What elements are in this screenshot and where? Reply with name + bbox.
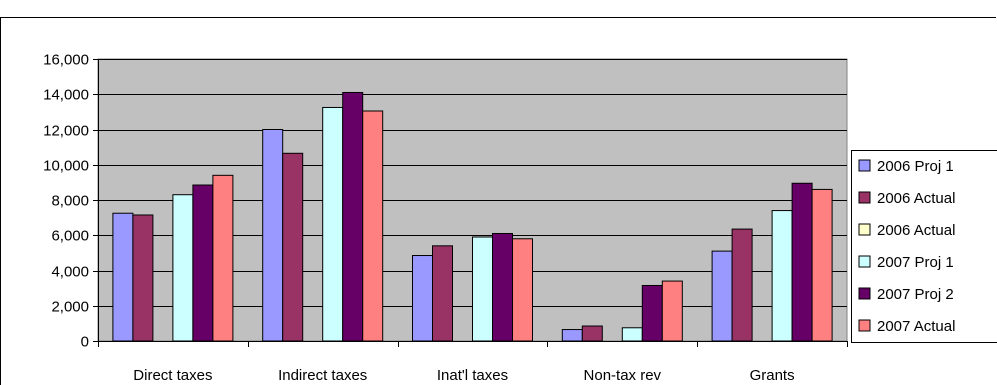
x-tick-label: Inat'l taxes — [437, 367, 508, 384]
bar — [412, 255, 433, 342]
bar — [112, 212, 134, 342]
x-tick-label: Indirect taxes — [278, 367, 367, 384]
y-tick-label: 10,000 — [43, 158, 89, 175]
y-tick-label: 16,000 — [43, 52, 89, 69]
bar — [791, 182, 813, 342]
y-tick-label: 2,000 — [51, 299, 89, 316]
x-tick-label: Non-tax rev — [584, 367, 662, 384]
y-tick-label: 0 — [81, 334, 89, 351]
legend-swatch — [858, 319, 871, 332]
bar — [581, 325, 603, 342]
legend-swatch — [858, 191, 871, 204]
legend-swatch — [858, 287, 871, 300]
y-tick-label: 12,000 — [43, 123, 89, 140]
legend-label: 2006 Proj 1 — [877, 158, 954, 175]
legend-label: 2007 Proj 2 — [877, 286, 954, 303]
bar — [661, 280, 683, 342]
bar — [492, 232, 513, 342]
legend-label: 2006 Actual — [877, 222, 955, 239]
bar — [342, 91, 364, 342]
chart-frame — [0, 17, 996, 385]
bar — [731, 228, 753, 342]
bar — [132, 214, 154, 342]
bar — [561, 329, 583, 342]
y-tick-label: 8,000 — [51, 193, 89, 210]
bar — [172, 194, 194, 342]
x-tick-label: Grants — [750, 367, 795, 384]
legend-swatch — [858, 255, 871, 268]
bar — [641, 284, 663, 342]
legend-swatch — [858, 159, 871, 172]
legend-box — [851, 150, 997, 343]
bar — [262, 129, 284, 342]
bar — [212, 174, 234, 342]
x-tick-label: Direct taxes — [133, 367, 212, 384]
bar — [621, 327, 643, 342]
bar — [192, 184, 214, 342]
bar — [512, 238, 533, 342]
bar — [771, 210, 793, 342]
bar — [322, 106, 344, 342]
legend-swatch — [858, 223, 871, 236]
y-tick-label: 6,000 — [51, 228, 89, 245]
bar — [432, 245, 453, 342]
legend-label: 2007 Actual — [877, 318, 955, 335]
bar — [472, 236, 493, 342]
legend-label: 2007 Proj 1 — [877, 254, 954, 271]
bar — [811, 188, 833, 342]
bar — [711, 250, 733, 342]
bar — [282, 152, 304, 342]
legend-label: 2006 Actual — [877, 190, 955, 207]
bar — [362, 110, 384, 342]
y-tick-label: 14,000 — [43, 87, 89, 104]
y-tick-label: 4,000 — [51, 264, 89, 281]
